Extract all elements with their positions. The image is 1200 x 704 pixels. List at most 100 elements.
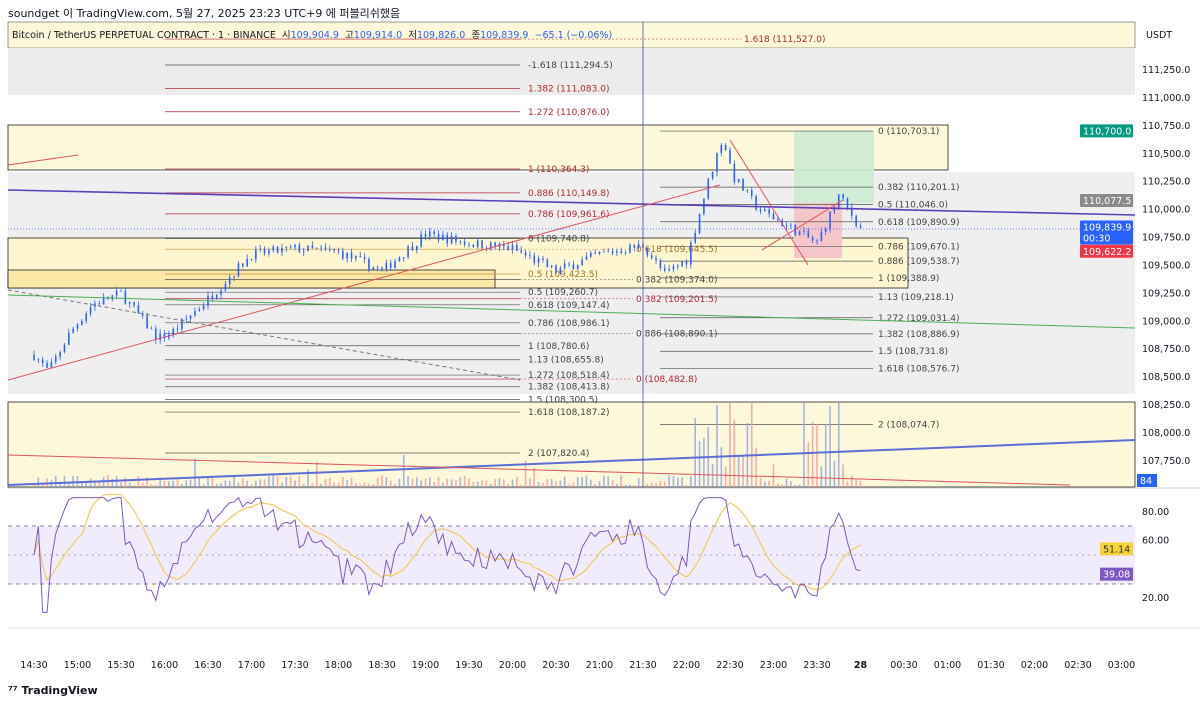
open-label: 시 [281,30,291,41]
fib-level-label: 1 (108,780.6) [528,342,589,352]
fib-level-label: 0.5 (109,423.5) [528,270,598,280]
trendline-blue[interactable] [7,439,1136,486]
fib-level-label: 0.382 (110,201.1) [878,183,959,193]
volume-bar [646,483,649,487]
volume-bar [459,477,462,487]
volume-bar [524,460,527,487]
time-tick-label: 02:30 [1064,660,1091,671]
volume-bar [407,475,409,487]
candle-body [433,231,435,235]
volume-bar [781,484,783,487]
trendline-red-up[interactable] [7,184,721,381]
fib-level-label: 1.618 (108,576.7) [878,365,959,375]
triangle-lower[interactable] [761,199,844,251]
volume-bar [420,480,422,487]
volume-bar [803,402,805,487]
volume-bar [737,455,740,487]
candle-body [837,194,840,208]
candle-body [102,297,105,305]
candle-body [211,295,214,300]
time-tick-label: 21:00 [586,660,613,671]
volume-bar [598,480,601,487]
candle-body [120,290,122,292]
price-axis-bg[interactable] [1135,22,1200,682]
publish-info: soundget 이 TradingView.com, 5월 27, 2025 … [8,7,401,20]
candle-body [524,252,527,256]
candle-body [302,250,305,253]
candle-body [242,263,244,267]
volume-bar [168,481,170,487]
volume-bar [263,479,266,487]
candle-body [729,150,731,164]
price-tick-label: 110,750.0 [1142,121,1190,132]
volume-bar [507,483,509,487]
candle-body [520,250,522,253]
volume-bar [146,477,148,487]
tradingview-logo[interactable]: ⁷⁷ TradingView [8,684,98,697]
volume-bar [703,437,705,487]
trendline-green[interactable] [7,294,1136,329]
candle-body [603,251,605,253]
price-tick-label: 108,750.0 [1142,344,1190,355]
candle-body [442,234,444,241]
volume-bar [494,479,496,487]
volume-bar [533,467,536,487]
candle-body [272,246,275,251]
candle-body [711,171,714,179]
rsi-line [33,496,861,613]
volume-bar [555,481,557,487]
candle-body [163,333,166,338]
volume-bar [637,478,640,487]
candle-body [677,265,679,267]
symbol-legend[interactable]: Bitcoin / TetherUS PERPETUAL CONTRACT · … [12,27,612,41]
volume-bar [37,477,40,487]
candle-body [559,267,562,273]
candle-body [459,241,462,243]
volume-bar [424,478,427,487]
long-position-profit[interactable] [794,131,874,203]
volume-bar [537,481,540,487]
time-tick-label: 28 [854,660,868,671]
fib-level-label: 1.272 (109,031.4) [878,314,959,324]
candle-body [307,245,309,251]
candle-body [659,260,662,269]
candle-body [455,235,457,242]
zone-orange-box [7,269,496,289]
time-tick-label: 23:00 [760,660,787,671]
trendline-red-down[interactable] [7,454,1071,486]
fib-level-label: 1 (110,364.3) [528,165,589,175]
volume-bar [851,475,853,487]
volume-bar [750,402,753,487]
volume-bar [633,484,636,487]
volume-bar [624,484,627,487]
volume-bar [307,469,309,487]
candle-body [685,261,688,265]
volume-bar [724,466,727,487]
high-value: 109,914.0 [353,30,403,41]
volume-bar [585,475,588,487]
fib-level-label: 0.618 (109,645.5) [636,245,717,255]
candle-body [411,246,414,251]
trendline-purple[interactable] [7,189,1136,216]
price-tick-label: 110,250.0 [1142,177,1190,188]
volume-bar [368,483,370,487]
fib-level-label: 1.382 (108,886.9) [878,330,959,340]
volume-bar [607,476,609,487]
candle-body [681,261,683,266]
candle-body [346,252,348,259]
candle-body [407,246,409,258]
zone-top [7,21,1136,49]
candle-body [581,259,583,266]
trendline-dashed[interactable] [7,289,521,381]
candle-body [68,332,70,345]
volume-bar [690,475,692,487]
triangle-upper[interactable] [729,139,809,266]
candle-body [742,179,744,191]
volume-bar [429,477,431,487]
time-tick-label: 17:30 [281,660,308,671]
candle-body [611,251,614,254]
fib-level-label: 0.382 (109,374.0) [636,276,717,286]
volume-bar [259,479,261,487]
trendline-red-short[interactable] [7,154,79,166]
